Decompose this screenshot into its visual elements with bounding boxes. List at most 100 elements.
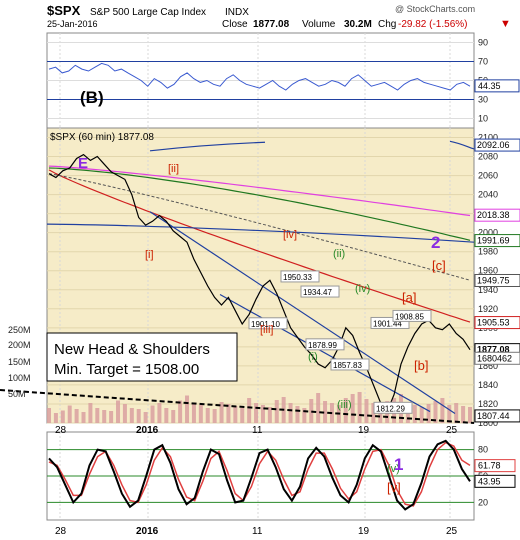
- wave-label: [iii]: [260, 324, 273, 336]
- bottom-xtick-label: 28: [55, 526, 67, 537]
- wave-label: [v]: [387, 480, 401, 495]
- price-right-label: 1949.75: [477, 275, 510, 285]
- volume-bar: [67, 405, 72, 423]
- volume-label: Volume: [302, 19, 336, 30]
- price-right-badge: [474, 138, 520, 152]
- price-annotation-box: [392, 309, 432, 322]
- bottom-xtick-label: 25: [446, 526, 458, 537]
- volume-bar: [426, 404, 431, 423]
- callout-line-2: Min. Target = 1508.00: [54, 361, 199, 378]
- bottom-xtick-label: 11: [252, 526, 263, 537]
- volume-bar: [171, 410, 176, 423]
- price-annotation-box: [300, 285, 340, 298]
- price-annotation: 1901.10: [251, 320, 280, 329]
- price-ytick-label: 1800: [478, 418, 498, 428]
- price-ytick-label: 2060: [478, 171, 498, 181]
- price-ytick-label: 1940: [478, 285, 498, 295]
- chg-down-icon: ▼: [500, 18, 511, 30]
- bottom-xtick-label: 19: [358, 526, 370, 537]
- price-xtick-label: 2016: [136, 425, 159, 436]
- top-current-badge: [474, 79, 520, 93]
- wave-label: (v): [387, 463, 400, 475]
- price-ytick-label: 1820: [478, 399, 498, 409]
- bottom-main-line: [48, 439, 471, 511]
- volume-bar: [219, 402, 224, 423]
- volume-bar: [260, 405, 265, 423]
- volume-bar: [150, 405, 155, 423]
- price-annotation: 1878.99: [308, 341, 337, 350]
- volume-bar: [109, 411, 114, 423]
- price-annotation: 1908.85: [395, 312, 424, 321]
- price-right-label: 1877.08: [477, 345, 510, 355]
- price-panel-title: $SPX (60 min) 1877.08: [50, 132, 154, 143]
- volume-bar: [461, 406, 466, 423]
- price-line: [48, 153, 471, 413]
- volume-bar: [60, 410, 65, 423]
- volume-axis-label: 150M: [8, 357, 31, 367]
- price-right-label: 1807.44: [477, 411, 510, 421]
- wave-label: (iii): [337, 399, 352, 411]
- top-ytick-label: 90: [478, 38, 488, 48]
- close-label: Close: [222, 19, 248, 30]
- chart-name: S&P 500 Large Cap Index: [90, 7, 206, 18]
- volume-axis-label: 100M: [8, 373, 31, 383]
- bottom-xtick-label: 2016: [136, 526, 159, 537]
- volume-bar: [122, 404, 127, 423]
- volume-axis-label: 250M: [8, 325, 31, 335]
- volume-bar: [143, 412, 148, 423]
- price-annotation: 1934.47: [303, 288, 332, 297]
- volume-bar: [178, 400, 183, 423]
- volume-bar: [350, 394, 355, 423]
- chart-symbol: $SPX: [47, 3, 81, 18]
- price-right-badge: [474, 234, 520, 248]
- price-right-badge: [474, 208, 520, 222]
- volume-axis-label: 50M: [8, 389, 26, 399]
- wave-label: [a]: [402, 290, 416, 305]
- labels-layer: 103050709044.351800182018401860188019001…: [8, 38, 520, 537]
- price-right-label: 1905.53: [477, 318, 510, 328]
- ema-dashed-line: [48, 173, 471, 281]
- top-ytick-label: 30: [478, 95, 488, 105]
- volume-bar: [316, 393, 321, 423]
- bottom-ytick-label: 20: [478, 497, 488, 507]
- volume-bar: [226, 404, 231, 423]
- price-xtick-label: 11: [252, 425, 263, 436]
- chg-label: Chg: [378, 19, 396, 30]
- volume-bar: [95, 408, 100, 423]
- price-annotation: 1901.44: [373, 319, 402, 328]
- top-ytick-label: 70: [478, 57, 488, 67]
- volume-bar: [136, 409, 141, 423]
- volume-bar: [274, 400, 279, 423]
- price-right-label: 2092.06: [477, 140, 510, 150]
- volume-bar: [74, 409, 79, 423]
- top-indicator-line: [48, 62, 471, 91]
- chart-exchange: INDX: [225, 7, 249, 18]
- volume-bar: [309, 399, 314, 423]
- wave-label: [b]: [414, 358, 428, 373]
- wave-label: [iv]: [283, 229, 297, 241]
- series-layer: [0, 62, 475, 511]
- volume-bar: [267, 407, 272, 423]
- volume-bar: [47, 408, 51, 423]
- price-annotation-box: [280, 270, 320, 283]
- bottom-right-badge: [474, 474, 516, 488]
- price-annotation: 1950.33: [283, 273, 312, 282]
- wave-label: 2: [431, 233, 440, 252]
- callout-box: [46, 332, 238, 382]
- volume-bar: [378, 405, 383, 423]
- volume-bar: [254, 403, 259, 423]
- price-right-label: 2018.38: [477, 210, 510, 220]
- wave-label: [c]: [432, 258, 446, 273]
- price-ytick-label: 1980: [478, 247, 498, 257]
- wave-label: [i]: [145, 249, 154, 261]
- price-annotation: 1812.29: [376, 404, 405, 413]
- wave-label: (iv): [355, 283, 370, 295]
- price-annotation: 1857.83: [333, 361, 362, 370]
- volume-bar: [191, 403, 196, 423]
- price-annotation-box: [330, 358, 370, 371]
- channel-top-curve: [46, 223, 475, 243]
- volume-bar: [157, 403, 162, 423]
- price-ytick-label: 1920: [478, 304, 498, 314]
